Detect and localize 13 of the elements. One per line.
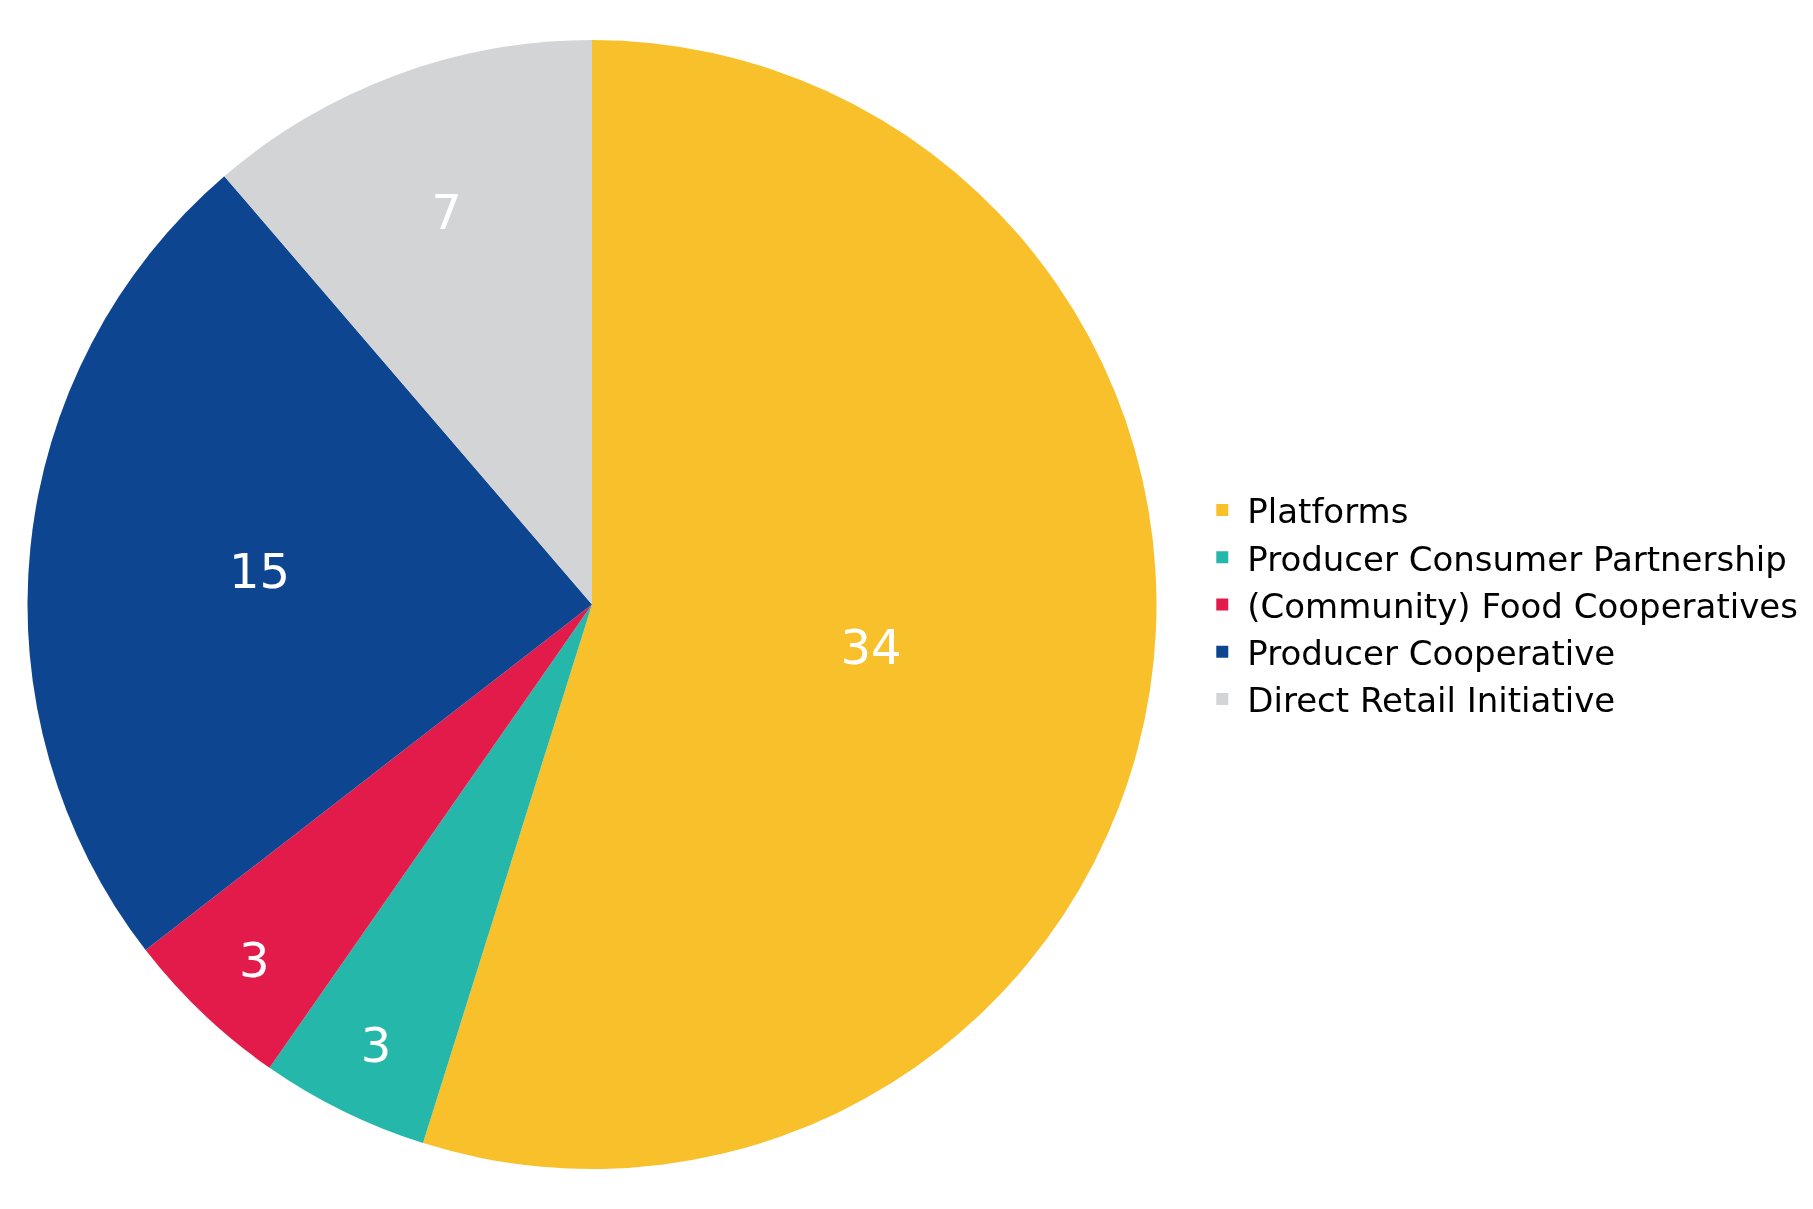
- legend-label: Producer Consumer Partnership: [1247, 538, 1787, 579]
- pie-slice: [224, 40, 592, 605]
- legend-label: (Community) Food Cooperatives: [1247, 585, 1798, 626]
- data-label: 3: [238, 931, 270, 988]
- legend-label: Platforms: [1247, 491, 1409, 532]
- legend-label: Producer Cooperative: [1247, 632, 1616, 673]
- pie-slice: [145, 604, 592, 1068]
- data-label: 34: [840, 619, 902, 676]
- legend-label: Direct Retail Initiative: [1247, 680, 1616, 721]
- pie-slice: [269, 604, 592, 1144]
- pie-slice: [423, 40, 1157, 1169]
- data-label: 3: [360, 1016, 392, 1073]
- data-label: 15: [228, 542, 291, 599]
